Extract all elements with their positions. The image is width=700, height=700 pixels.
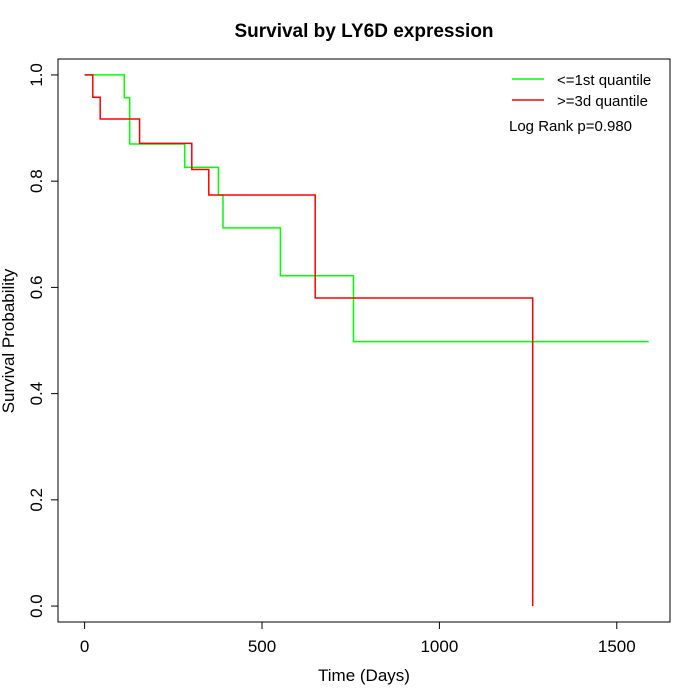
chart-title: Survival by LY6D expression <box>234 21 493 42</box>
series-line-low <box>84 74 649 343</box>
series-line-high <box>84 74 534 607</box>
y-axis-label: Survival Probability <box>0 268 18 413</box>
x-axis: 0 500 1000 1500 <box>80 621 636 656</box>
x-tick-label: 1000 <box>420 637 458 656</box>
y-tick-label: 0.2 <box>27 488 46 512</box>
y-tick-label: 0.4 <box>27 382 46 406</box>
x-tick-label: 1500 <box>598 637 636 656</box>
log-rank-annotation: Log Rank p=0.980 <box>509 118 632 135</box>
y-tick-label: 0.0 <box>27 594 46 618</box>
x-tick-label: 500 <box>248 637 276 656</box>
legend-label-high: >=3d quantile <box>557 93 648 110</box>
y-axis: 0.0 0.2 0.4 0.6 0.8 1.0 <box>27 63 59 618</box>
legend: <=1st quantile >=3d quantile Log Rank p=… <box>509 72 651 135</box>
legend-label-low: <=1st quantile <box>557 72 651 89</box>
series-lines <box>84 74 649 607</box>
y-tick-label: 0.6 <box>27 276 46 300</box>
x-axis-label: Time (Days) <box>318 666 410 685</box>
x-tick-label: 0 <box>80 637 89 656</box>
y-tick-label: 1.0 <box>27 63 46 87</box>
y-tick-label: 0.8 <box>27 169 46 193</box>
